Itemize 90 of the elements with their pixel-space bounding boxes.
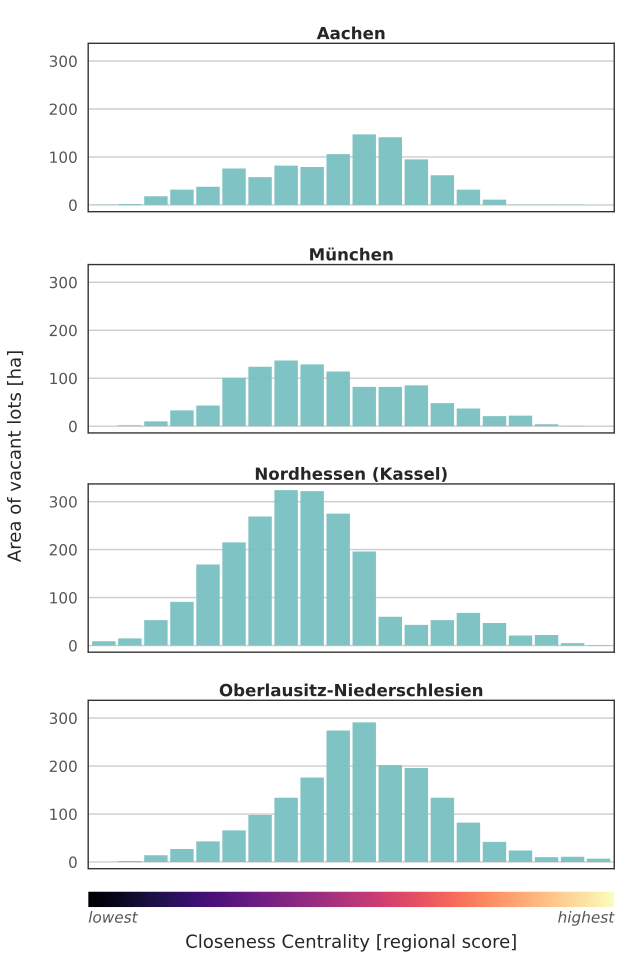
bar (300, 167, 324, 205)
bar (170, 190, 194, 205)
bar (430, 175, 454, 205)
bar (92, 641, 116, 646)
y-tick-label: 0 (69, 640, 77, 652)
chart-title: Aachen (316, 26, 384, 40)
bar (534, 857, 558, 862)
bar (300, 364, 324, 426)
bar (456, 190, 480, 205)
bar (196, 186, 220, 205)
bar (326, 730, 350, 862)
bar (170, 602, 194, 646)
text: highest (558, 911, 615, 926)
bar (274, 798, 298, 862)
y-tick-label: 200 (50, 324, 77, 336)
bar (144, 620, 168, 646)
bar (248, 814, 272, 862)
bar (482, 416, 506, 426)
bar (378, 616, 402, 646)
bar (404, 159, 428, 205)
y-tick-label: 200 (50, 103, 77, 116)
bar (430, 798, 454, 862)
bar (274, 360, 298, 426)
y-tick-label: 100 (50, 808, 77, 820)
bar (586, 858, 610, 862)
y-tick-label: 300 (50, 496, 77, 508)
y-tick-label: 300 (50, 56, 77, 68)
bar (508, 850, 532, 862)
bar (482, 842, 506, 862)
bar (508, 635, 532, 646)
bar (456, 408, 480, 426)
bar (222, 830, 246, 862)
bar (482, 200, 506, 205)
y-tick-label: 100 (50, 372, 77, 384)
bar (404, 385, 428, 426)
y-tick-label: 200 (50, 544, 77, 556)
bar (560, 856, 584, 862)
bar (196, 564, 220, 646)
bar (430, 620, 454, 646)
y-tick-label: 100 (50, 592, 77, 604)
bar (222, 168, 246, 205)
y-tick-label: 200 (50, 760, 77, 772)
bar (300, 778, 324, 862)
bar (248, 516, 272, 646)
y-tick-label: 300 (50, 276, 77, 288)
bar (352, 134, 376, 205)
bar (534, 634, 558, 646)
bar (274, 166, 298, 205)
x-axis-title: Closeness Centrality [regional score] (186, 934, 516, 952)
bar (378, 137, 402, 205)
chart-title: Oberlausitz-Niederschlesien (220, 684, 482, 696)
chart-title: Nordhessen (Kassel) (256, 467, 447, 482)
bar (482, 622, 506, 646)
bar (378, 765, 402, 862)
bar (196, 841, 220, 862)
bar (248, 177, 272, 205)
bar (430, 403, 454, 426)
bar (560, 643, 584, 646)
y-tick-label: 0 (69, 856, 77, 868)
bar (352, 722, 376, 862)
y-tick-label: 100 (50, 151, 77, 163)
y-axis-title: Area of vacant lots [ha] (7, 351, 24, 562)
chart-title: München (310, 247, 393, 261)
bar (274, 490, 298, 646)
bar (118, 638, 142, 646)
bar (222, 542, 246, 646)
y-tick-label: 300 (50, 712, 77, 724)
bar (352, 386, 376, 426)
bar (326, 372, 350, 426)
bar (378, 386, 402, 426)
bar (404, 624, 428, 646)
y-tick-label: 0 (69, 199, 77, 211)
bar (404, 768, 428, 862)
bar (144, 855, 168, 862)
bar (248, 366, 272, 426)
bar (456, 612, 480, 646)
text: lowest (88, 911, 138, 923)
bar (456, 822, 480, 862)
bar (222, 378, 246, 426)
bar (144, 196, 168, 205)
bar (170, 410, 194, 426)
bar (326, 514, 350, 646)
bar (300, 491, 324, 646)
y-tick-label: 0 (69, 420, 77, 432)
bar (144, 421, 168, 426)
bar (196, 406, 220, 426)
bar (352, 552, 376, 646)
bar (508, 416, 532, 426)
bar (170, 849, 194, 862)
bar (326, 154, 350, 205)
